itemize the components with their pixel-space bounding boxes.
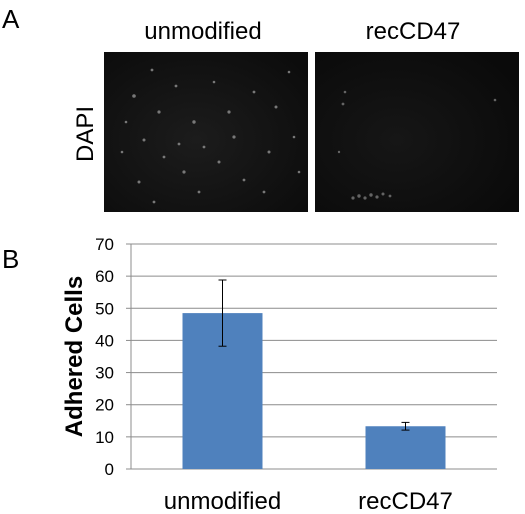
y-tick-label: 20 (95, 396, 114, 415)
column-label-unmodified: unmodified (144, 18, 262, 45)
y-axis-title: Adhered Cells (61, 276, 88, 437)
x-category-label: recCD47 (358, 488, 453, 514)
micrograph-unmodified (104, 52, 308, 212)
y-tick-label: 40 (95, 331, 114, 350)
panel-a-letter: A (2, 4, 20, 34)
y-tick-label: 10 (95, 428, 114, 447)
x-category-label: unmodified (164, 488, 281, 514)
column-label-reccd47: recCD47 (365, 18, 461, 45)
y-tick-label: 60 (95, 267, 114, 286)
y-tick-label: 70 (95, 235, 114, 254)
bar-recCD47 (365, 426, 446, 469)
y-tick-label: 50 (95, 299, 114, 318)
y-tick-label: 30 (95, 364, 114, 383)
micrograph-reccd47 (315, 52, 519, 212)
y-tick-label: 0 (105, 460, 114, 479)
panel-b-letter: B (2, 244, 20, 274)
